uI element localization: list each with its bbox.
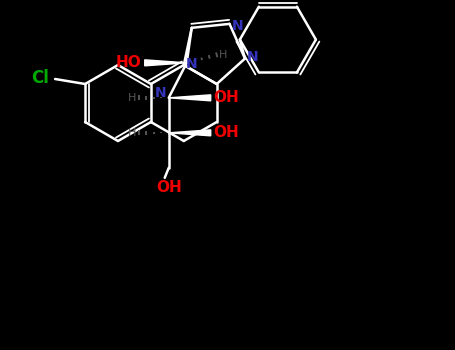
Text: HO: HO — [116, 55, 142, 70]
Text: H: H — [128, 128, 136, 138]
Text: N: N — [186, 57, 197, 71]
Text: N: N — [247, 50, 258, 64]
Text: N: N — [155, 86, 167, 100]
Polygon shape — [145, 60, 187, 66]
Polygon shape — [169, 95, 211, 101]
Text: N: N — [232, 19, 243, 33]
Text: H: H — [128, 93, 136, 103]
Text: Cl: Cl — [31, 69, 49, 87]
Text: OH: OH — [214, 125, 239, 140]
Text: H: H — [219, 50, 227, 60]
Text: OH: OH — [156, 180, 182, 195]
Text: OH: OH — [214, 90, 239, 105]
Polygon shape — [169, 130, 211, 136]
